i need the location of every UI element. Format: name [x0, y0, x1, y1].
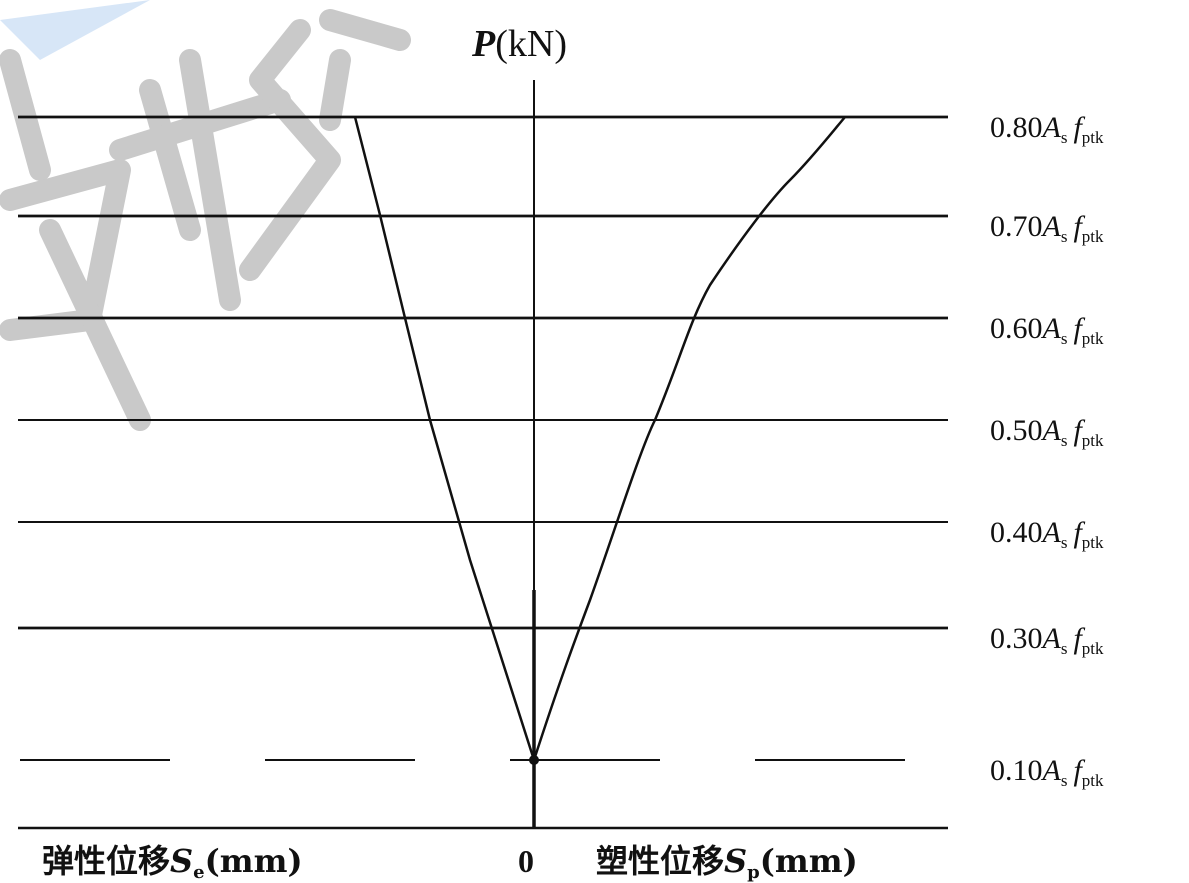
- plastic-label-text: 塑性位移: [596, 842, 724, 880]
- watermark-stroke-7: [319, 9, 411, 51]
- y-axis-var: P: [471, 23, 496, 65]
- plastic-displacement-curve: [532, 116, 846, 761]
- level-strength-sub: ptk: [1082, 227, 1104, 246]
- level-area-symbol: A: [1041, 622, 1062, 655]
- elastic-label-sym: S: [170, 842, 193, 880]
- load-level-label: 0.70As fptk: [990, 210, 1104, 246]
- level-area-symbol: A: [1041, 111, 1062, 144]
- load-level-label: 0.10As fptk: [990, 754, 1104, 790]
- level-strength-sub: ptk: [1082, 771, 1104, 790]
- level-area-sub: s: [1061, 128, 1068, 147]
- level-area-sub: s: [1061, 533, 1068, 552]
- plastic-displacement-label: 塑性位移Sp(mm): [596, 842, 858, 883]
- level-coef: 0.70: [990, 210, 1043, 243]
- load-level-lines: [18, 115, 950, 761]
- load-level-labels: 0.80As fptk 0.70As fptk 0.60As fptk 0.50As fptk…: [990, 111, 1104, 790]
- watermark-stroke-3: [139, 79, 201, 241]
- level-coef: 0.80: [990, 111, 1043, 144]
- level-strength-sub: ptk: [1082, 128, 1104, 147]
- level-area-sub: s: [1061, 227, 1068, 246]
- watermark-stroke-9: [39, 219, 151, 431]
- plastic-label-unit: (mm): [760, 842, 858, 880]
- watermark-stroke-4: [179, 49, 241, 311]
- level-area-sub: s: [1061, 639, 1068, 658]
- elastic-label-unit: (mm): [205, 842, 303, 880]
- y-axis-unit: (kN): [495, 23, 567, 65]
- level-coef: 0.10: [990, 754, 1043, 787]
- level-coef: 0.40: [990, 516, 1043, 549]
- watermark-stroke-8: [319, 49, 351, 131]
- level-area-sub: s: [1061, 431, 1068, 450]
- level-strength-sub: ptk: [1082, 533, 1104, 552]
- level-coef: 0.50: [990, 414, 1043, 447]
- elastic-displacement-line: [353, 116, 536, 761]
- origin-point: [529, 755, 539, 765]
- watermark-stroke-1: [0, 49, 51, 181]
- level-area-sub: s: [1061, 771, 1068, 790]
- level-area-sub: s: [1061, 329, 1068, 348]
- watermark-stroke-2: [0, 159, 131, 341]
- level-area-symbol: A: [1041, 754, 1062, 787]
- level-area-symbol: A: [1041, 312, 1062, 345]
- elastic-label-text: 弹性位移: [42, 842, 170, 880]
- watermark-accent: [0, 0, 150, 60]
- level-coef: 0.60: [990, 312, 1043, 345]
- elastic-label-sub: e: [193, 862, 204, 883]
- watermark-stroke-6: [239, 19, 341, 281]
- level-strength-sub: ptk: [1082, 431, 1104, 450]
- level-strength-sub: ptk: [1082, 329, 1104, 348]
- load-level-label: 0.40As fptk: [990, 516, 1104, 552]
- load-level-label: 0.30As fptk: [990, 622, 1104, 658]
- level-area-symbol: A: [1041, 516, 1062, 549]
- level-area-symbol: A: [1041, 210, 1062, 243]
- elastic-displacement-label: 弹性位移Se(mm): [42, 842, 303, 883]
- level-strength-sub: ptk: [1082, 639, 1104, 658]
- origin-label: 0: [518, 843, 534, 879]
- level-area-symbol: A: [1041, 414, 1062, 447]
- load-level-label: 0.80As fptk: [990, 111, 1104, 147]
- plastic-label-sub: p: [747, 862, 760, 883]
- watermark: [0, 0, 411, 431]
- watermark-stroke-5: [109, 89, 291, 161]
- level-coef: 0.30: [990, 622, 1043, 655]
- y-axis-title: P(kN): [471, 23, 567, 65]
- load-level-label: 0.60As fptk: [990, 312, 1104, 348]
- load-level-label: 0.50As fptk: [990, 414, 1104, 450]
- plastic-label-sym: S: [724, 842, 747, 880]
